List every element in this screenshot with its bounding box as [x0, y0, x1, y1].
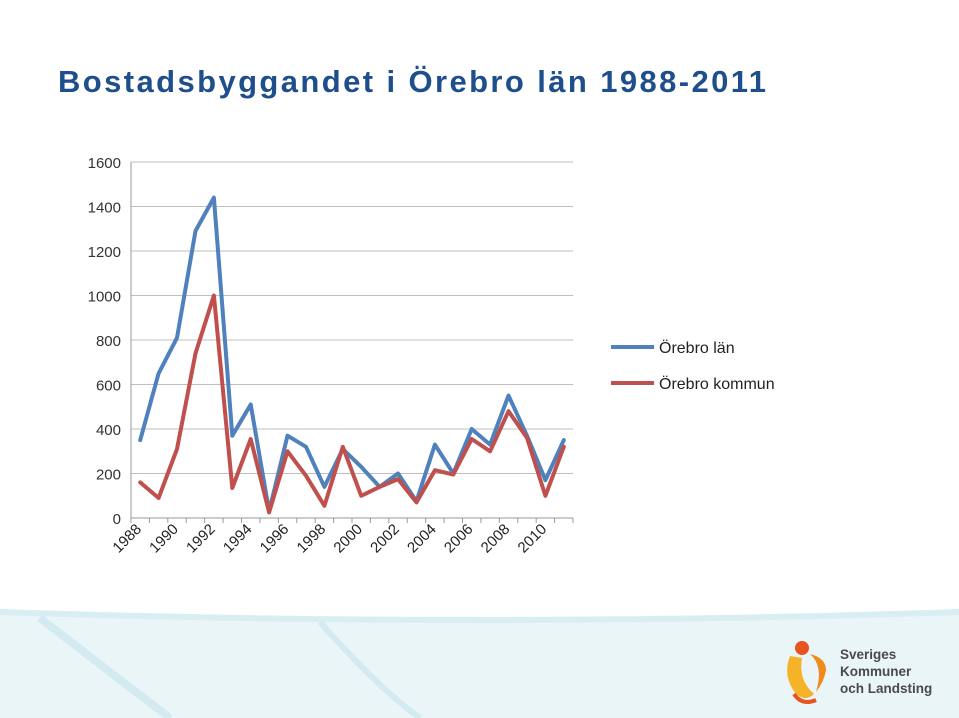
- data-point: [249, 403, 252, 406]
- x-tick-label: 1994: [220, 521, 256, 557]
- data-point: [323, 505, 326, 507]
- data-point: [470, 438, 473, 440]
- data-point: [213, 294, 215, 297]
- y-axis-ticks: 0 200 400 600 800 1000 1200 1400 1600: [88, 155, 121, 528]
- y-tick-label: 1400: [88, 200, 121, 217]
- x-tick-label: 2002: [367, 521, 403, 557]
- data-point: [544, 495, 547, 497]
- data-point: [305, 474, 307, 477]
- data-point: [139, 439, 141, 441]
- y-tick-label: 1200: [88, 244, 121, 261]
- skl-logo-icon: [787, 641, 826, 704]
- data-point: [507, 394, 510, 397]
- data-point: [360, 466, 363, 468]
- legend-label: Örebro kommun: [659, 375, 775, 393]
- logo-text-line2: Kommuner: [840, 664, 912, 679]
- data-point: [452, 473, 455, 476]
- data-point: [470, 428, 473, 430]
- data-point: [563, 439, 565, 441]
- x-axis: 1988 1990 1992 1994 1996 1998 2000 2002 2004 2006…: [109, 162, 574, 557]
- y-tick-label: 800: [96, 333, 121, 350]
- grid-lines: [131, 161, 573, 519]
- x-tick-label: 1996: [257, 521, 293, 557]
- data-point: [249, 438, 252, 440]
- data-point: [563, 446, 565, 448]
- data-point: [507, 410, 510, 413]
- y-tick-label: 600: [96, 378, 121, 395]
- data-point: [231, 434, 234, 437]
- background-wave-stroke: [0, 609, 959, 623]
- data-point: [342, 446, 344, 448]
- data-point: [526, 437, 528, 439]
- data-point: [544, 479, 547, 482]
- data-point: [213, 196, 215, 199]
- data-point: [397, 472, 399, 475]
- y-tick-label: 1600: [88, 155, 121, 172]
- background-wave-stroke-lower: [37, 614, 173, 718]
- data-series: [138, 195, 566, 515]
- y-tick-label: 0: [113, 511, 121, 528]
- data-point: [415, 501, 418, 504]
- x-tick-label: 2004: [404, 521, 440, 557]
- x-tick-label: 2008: [478, 521, 514, 557]
- y-tick-label: 200: [96, 467, 121, 484]
- data-point: [378, 486, 381, 488]
- data-point: [489, 450, 491, 453]
- data-point: [360, 495, 363, 497]
- legend: Örebro län Örebro kommun: [611, 339, 775, 393]
- data-point: [176, 337, 178, 339]
- data-point: [434, 443, 436, 446]
- background-wave: [0, 612, 959, 718]
- legend-label: Örebro län: [659, 339, 735, 357]
- page-title: Bostadsbyggandet i Örebro län 1988-2011: [58, 64, 769, 99]
- y-tick-label: 1000: [88, 289, 121, 306]
- data-point: [286, 450, 289, 453]
- series-line-1: [138, 293, 566, 515]
- data-point: [489, 443, 491, 446]
- data-point: [139, 481, 141, 484]
- x-tick-label: 1992: [183, 521, 219, 557]
- data-point: [194, 352, 197, 355]
- background-wave-stroke-lower-2: [317, 620, 422, 718]
- data-point: [434, 469, 436, 472]
- data-point: [231, 487, 234, 489]
- data-point: [268, 511, 270, 514]
- data-point: [305, 446, 307, 448]
- y-tick-label: 400: [96, 422, 121, 439]
- series-line-0: [138, 195, 566, 514]
- data-point: [157, 497, 160, 499]
- logo-text-line3: och Landsting: [840, 681, 933, 696]
- data-point: [176, 448, 178, 450]
- data-point: [286, 434, 289, 437]
- logo-text-line1: Sveriges: [840, 647, 897, 662]
- x-tick-label: 2000: [330, 521, 366, 557]
- data-point: [397, 478, 399, 480]
- x-tick-label: 2006: [441, 521, 477, 557]
- data-point: [157, 372, 160, 375]
- data-point: [194, 230, 197, 232]
- x-tick-label: 2010: [515, 521, 551, 557]
- data-point: [323, 486, 326, 488]
- x-tick-label: 1990: [146, 521, 182, 557]
- x-tick-label: 1998: [294, 521, 330, 557]
